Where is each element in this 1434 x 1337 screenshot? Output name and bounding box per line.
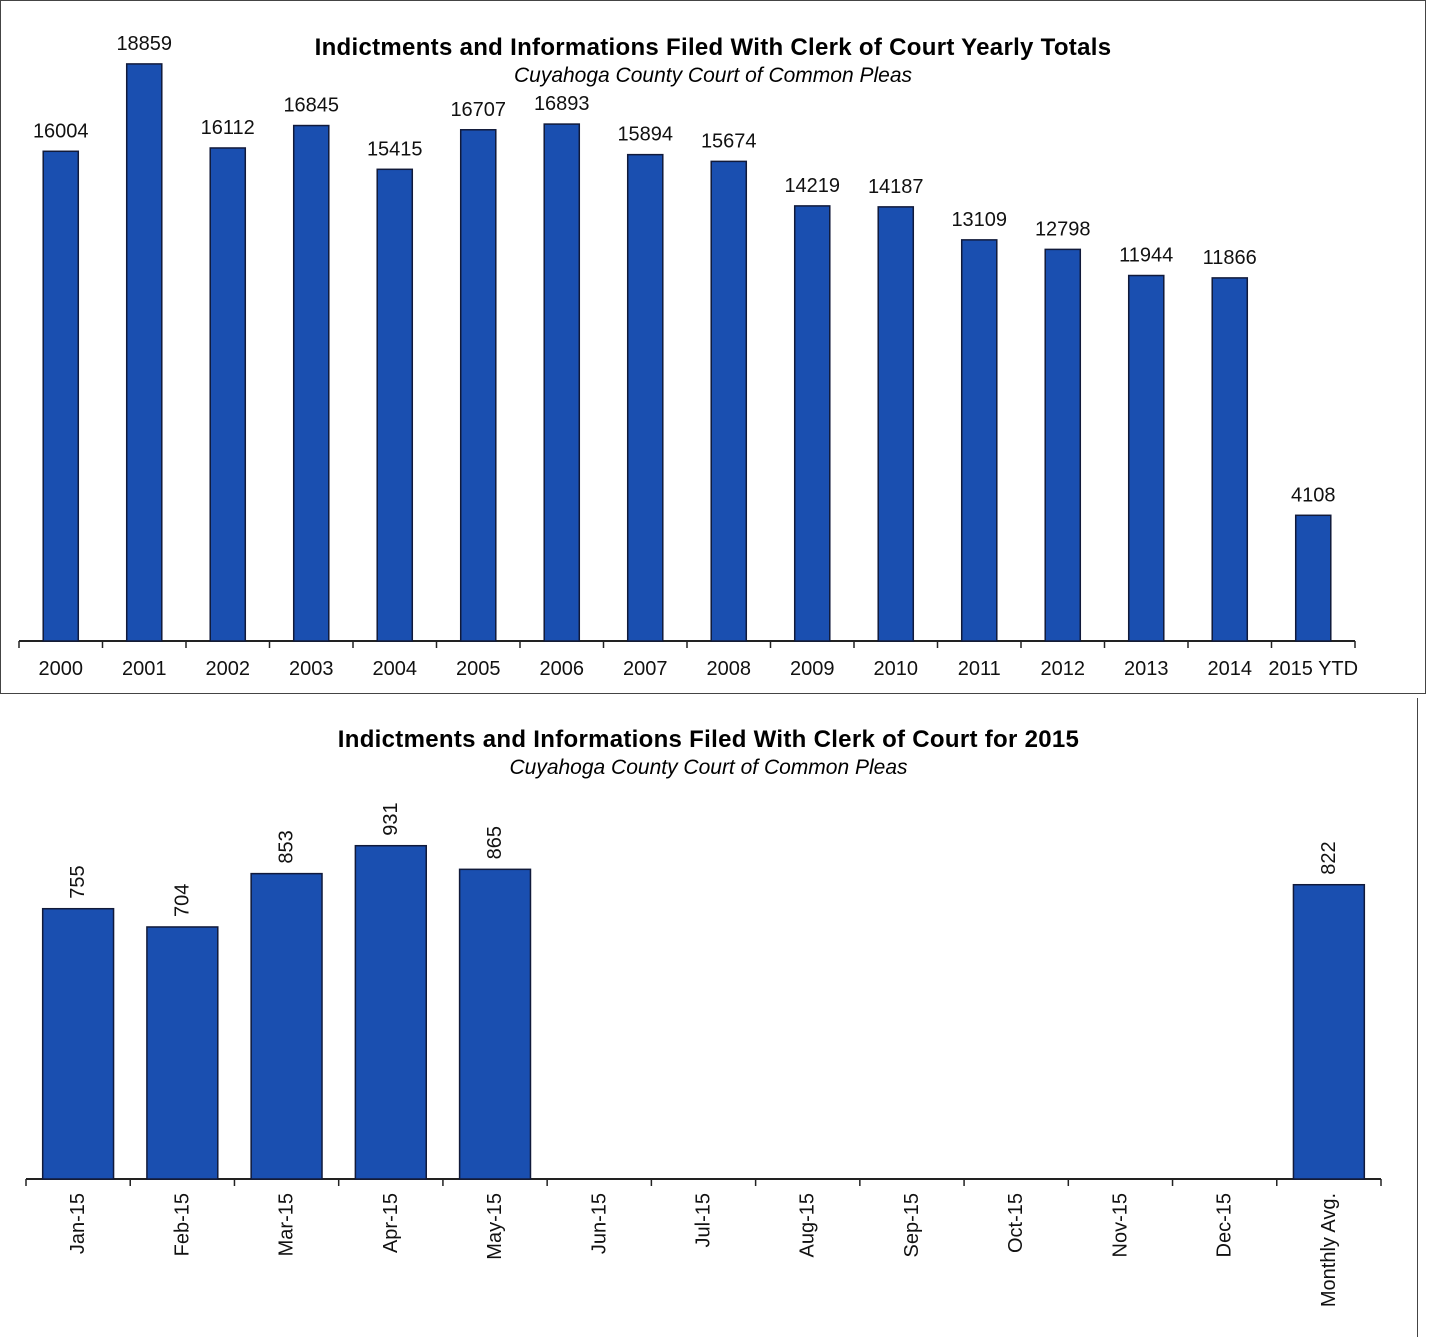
x-tick-label: 2005 — [456, 658, 501, 680]
data-label: 822 — [1318, 841, 1340, 874]
x-tick-label: 2011 — [958, 658, 1001, 680]
bar-mar-15 — [250, 872, 323, 1180]
data-label: 16893 — [534, 93, 590, 115]
monthly-chart-subtitle: Cuyahoga County Court of Common Pleas — [509, 756, 908, 779]
bar-2011 — [960, 239, 998, 642]
x-tick-label: Jun-15 — [588, 1193, 610, 1254]
yearly-chart-plot: 16004 2000 18859 2001 16112 2002 16845 2003 1541… — [18, 33, 1358, 680]
bar-2008 — [710, 160, 748, 642]
bar-2002 — [209, 147, 247, 642]
bar-2013 — [1127, 274, 1165, 642]
x-tick-label: Monthly Avg. — [1318, 1193, 1340, 1307]
data-label: 4108 — [1291, 484, 1336, 506]
bar-2009 — [793, 205, 831, 642]
yearly-chart-title: Indictments and Informations Filed With … — [314, 34, 1112, 61]
x-tick-label: 2009 — [790, 658, 835, 680]
data-label: 11944 — [1119, 245, 1173, 267]
x-tick-label: Oct-15 — [1005, 1193, 1027, 1253]
x-tick-label: May-15 — [484, 1193, 506, 1260]
bar-apr-15 — [354, 844, 427, 1180]
bar-2007 — [626, 153, 664, 642]
monthly-chart-title: Indictments and Informations Filed With … — [337, 726, 1080, 753]
x-tick-label: 2015 YTD — [1268, 658, 1358, 680]
data-label: 755 — [67, 865, 89, 898]
x-tick-label: 2012 — [1041, 658, 1086, 680]
bar-may-15 — [458, 868, 532, 1180]
bar-jan-15 — [41, 907, 115, 1180]
x-tick-label: Jan-15 — [67, 1193, 89, 1254]
monthly-chart-plot: 755 Jan-15 704 Feb-15 853 Mar-15 931 Apr-15 865 M… — [25, 802, 1382, 1307]
data-label: 16004 — [33, 120, 89, 142]
x-tick-label: Sep-15 — [901, 1193, 923, 1258]
data-label: 704 — [171, 884, 193, 917]
bar-2015-ytd — [1294, 514, 1332, 642]
x-tick-label: 2001 — [122, 658, 167, 680]
bar-feb-15 — [146, 926, 219, 1180]
x-tick-label: 2008 — [707, 658, 752, 680]
data-label: 853 — [276, 830, 298, 863]
bar-2003 — [292, 124, 330, 642]
x-tick-label: 2004 — [373, 658, 418, 680]
bar-monthly-avg- — [1292, 883, 1366, 1180]
data-label: 15415 — [367, 138, 423, 160]
yearly-totals-chart-panel: Indictments and Informations Filed With … — [0, 0, 1426, 694]
x-tick-label: Dec-15 — [1214, 1193, 1236, 1257]
x-tick-label: 2014 — [1208, 658, 1253, 680]
data-label: 13109 — [951, 209, 1007, 231]
x-tick-label: 2002 — [206, 658, 251, 680]
bar-2006 — [543, 123, 581, 642]
data-label: 18859 — [116, 33, 172, 55]
monthly-2015-chart-panel: Indictments and Informations Filed With … — [0, 698, 1418, 1337]
x-tick-label: 2007 — [623, 658, 668, 680]
bar-2000 — [42, 150, 80, 642]
data-label: 931 — [380, 802, 402, 835]
x-tick-label: Apr-15 — [380, 1193, 402, 1253]
x-tick-label: 2000 — [39, 658, 84, 680]
data-label: 865 — [484, 826, 506, 859]
bar-2004 — [376, 168, 414, 642]
bar-2005 — [459, 129, 497, 642]
data-label: 16845 — [283, 95, 339, 117]
bar-2001 — [125, 63, 163, 642]
data-label: 14187 — [868, 176, 924, 198]
data-label: 16707 — [450, 99, 506, 121]
x-tick-label: Aug-15 — [797, 1193, 819, 1258]
x-tick-label: Nov-15 — [1109, 1193, 1131, 1257]
x-tick-label: Mar-15 — [276, 1193, 298, 1256]
bar-2012 — [1044, 248, 1082, 642]
data-label: 16112 — [201, 117, 255, 139]
x-tick-label: 2006 — [540, 658, 585, 680]
bar-2014 — [1211, 277, 1249, 642]
x-tick-label: Jul-15 — [693, 1193, 715, 1247]
data-label: 15674 — [701, 130, 757, 152]
x-tick-label: 2003 — [289, 658, 334, 680]
x-tick-label: 2013 — [1124, 658, 1169, 680]
data-label: 11866 — [1203, 247, 1257, 269]
data-label: 12798 — [1035, 218, 1091, 240]
data-label: 15894 — [617, 124, 673, 146]
data-label: 14219 — [784, 175, 840, 197]
x-tick-label: 2010 — [874, 658, 919, 680]
yearly-chart-subtitle: Cuyahoga County Court of Common Pleas — [513, 64, 913, 87]
x-tick-label: Feb-15 — [171, 1193, 193, 1256]
bar-2010 — [877, 206, 915, 642]
